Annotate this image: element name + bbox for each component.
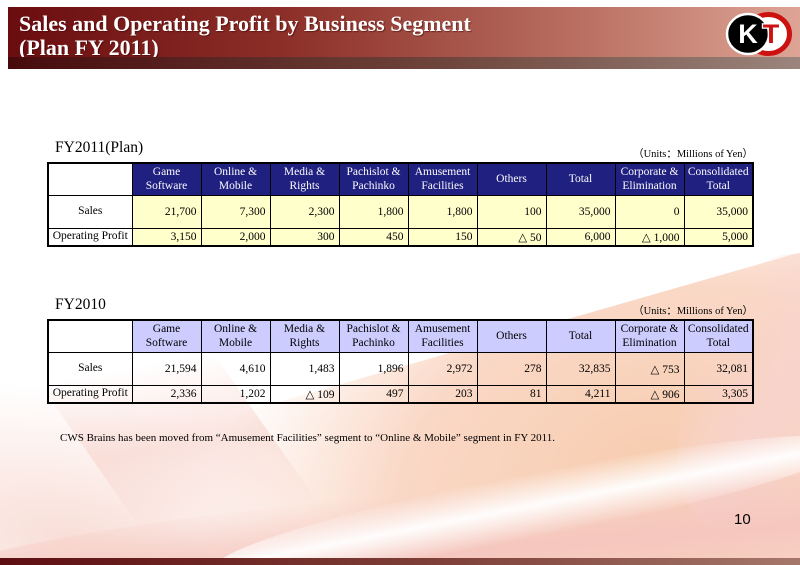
footnote: CWS Brains has been moved from “Amusemen…: [60, 432, 556, 444]
data-cell: 150: [407, 228, 478, 247]
column-header: Consolidated Total: [683, 162, 754, 196]
column-header: Media & Rights: [269, 162, 340, 196]
header-divider-stripe: [8, 57, 800, 69]
data-cell: △ 906: [614, 385, 685, 404]
kt-logo: K T: [725, 11, 793, 62]
corner-cell: [47, 319, 133, 353]
column-header: Game Software: [131, 162, 202, 196]
data-cell: 5,000: [683, 228, 754, 247]
row-label: Operating Profit: [47, 385, 133, 404]
column-header: Consolidated Total: [683, 319, 754, 353]
column-header: Media & Rights: [269, 319, 340, 353]
column-header: Total: [545, 319, 616, 353]
data-cell: 203: [407, 385, 478, 404]
svg-text:K: K: [738, 19, 758, 49]
column-header: Total: [545, 162, 616, 196]
data-cell: 2,336: [131, 385, 202, 404]
page-title-line2: (Plan FY 2011): [19, 35, 159, 60]
section-label-fy2010: FY2010: [55, 296, 106, 313]
data-cell: 1,483: [269, 352, 340, 386]
svg-text:T: T: [763, 19, 780, 49]
data-cell: 81: [476, 385, 547, 404]
slide-header: Sales and Operating Profit by Business S…: [8, 7, 800, 60]
data-cell: 7,300: [200, 195, 271, 229]
data-cell: △ 1,000: [614, 228, 685, 247]
data-cell: 2,300: [269, 195, 340, 229]
data-cell: 1,800: [407, 195, 478, 229]
row-label: Sales: [47, 195, 133, 229]
data-cell: 21,594: [131, 352, 202, 386]
data-cell: 1,800: [338, 195, 409, 229]
corner-cell: [47, 162, 133, 196]
column-header: Amusement Facilities: [407, 319, 478, 353]
row-label: Sales: [47, 352, 133, 386]
page-number: 10: [734, 511, 751, 528]
data-cell: 35,000: [683, 195, 754, 229]
data-cell: △ 50: [476, 228, 547, 247]
data-cell: △ 109: [269, 385, 340, 404]
column-header: Corporate & Elimination: [614, 319, 685, 353]
units-label-fy2011: （Units：Millions of Yen）: [633, 149, 753, 160]
data-cell: 32,835: [545, 352, 616, 386]
page-title-line1: Sales and Operating Profit by Business S…: [19, 11, 471, 36]
data-cell: 6,000: [545, 228, 616, 247]
data-cell: 2,000: [200, 228, 271, 247]
data-cell: 450: [338, 228, 409, 247]
footer-bar: [0, 558, 800, 565]
column-header: Corporate & Elimination: [614, 162, 685, 196]
column-header: Online & Mobile: [200, 162, 271, 196]
segment-table-fy2010: Game Software Online & Mobile Media & Righ…: [47, 319, 754, 404]
data-cell: 0: [614, 195, 685, 229]
page-title: Sales and Operating Profit by Business S…: [19, 12, 471, 60]
data-cell: 2,972: [407, 352, 478, 386]
row-label: Operating Profit: [47, 228, 133, 247]
units-label-fy2010: （Units：Millions of Yen）: [633, 306, 753, 317]
column-header: Online & Mobile: [200, 319, 271, 353]
data-cell: 4,211: [545, 385, 616, 404]
table-row: Operating Profit 2,336 1,202 △ 109 497 203 81 4…: [47, 385, 754, 404]
table-row: Sales 21,594 4,610 1,483 1,896 2,972 278 32,835…: [47, 352, 754, 386]
table-row: Operating Profit 3,150 2,000 300 450 150 △ 50 6…: [47, 228, 754, 247]
data-cell: 3,305: [683, 385, 754, 404]
data-cell: 35,000: [545, 195, 616, 229]
column-header: Pachislot & Pachinko: [338, 162, 409, 196]
column-header: Others: [476, 319, 547, 353]
data-cell: 21,700: [131, 195, 202, 229]
data-cell: 3,150: [131, 228, 202, 247]
column-header: Amusement Facilities: [407, 162, 478, 196]
data-cell: △ 753: [614, 352, 685, 386]
column-header: Pachislot & Pachinko: [338, 319, 409, 353]
table-row: Sales 21,700 7,300 2,300 1,800 1,800 100 35,000…: [47, 195, 754, 229]
column-header: Game Software: [131, 319, 202, 353]
section-label-fy2011-plan: FY2011(Plan): [55, 139, 144, 156]
data-cell: 278: [476, 352, 547, 386]
data-cell: 300: [269, 228, 340, 247]
data-cell: 1,202: [200, 385, 271, 404]
column-header: Others: [476, 162, 547, 196]
data-cell: 497: [338, 385, 409, 404]
data-cell: 4,610: [200, 352, 271, 386]
kt-logo-icon: K T: [725, 12, 792, 56]
segment-table-fy2011-plan: Game Software Online & Mobile Media & Righ…: [47, 162, 754, 247]
data-cell: 100: [476, 195, 547, 229]
data-cell: 32,081: [683, 352, 754, 386]
data-cell: 1,896: [338, 352, 409, 386]
